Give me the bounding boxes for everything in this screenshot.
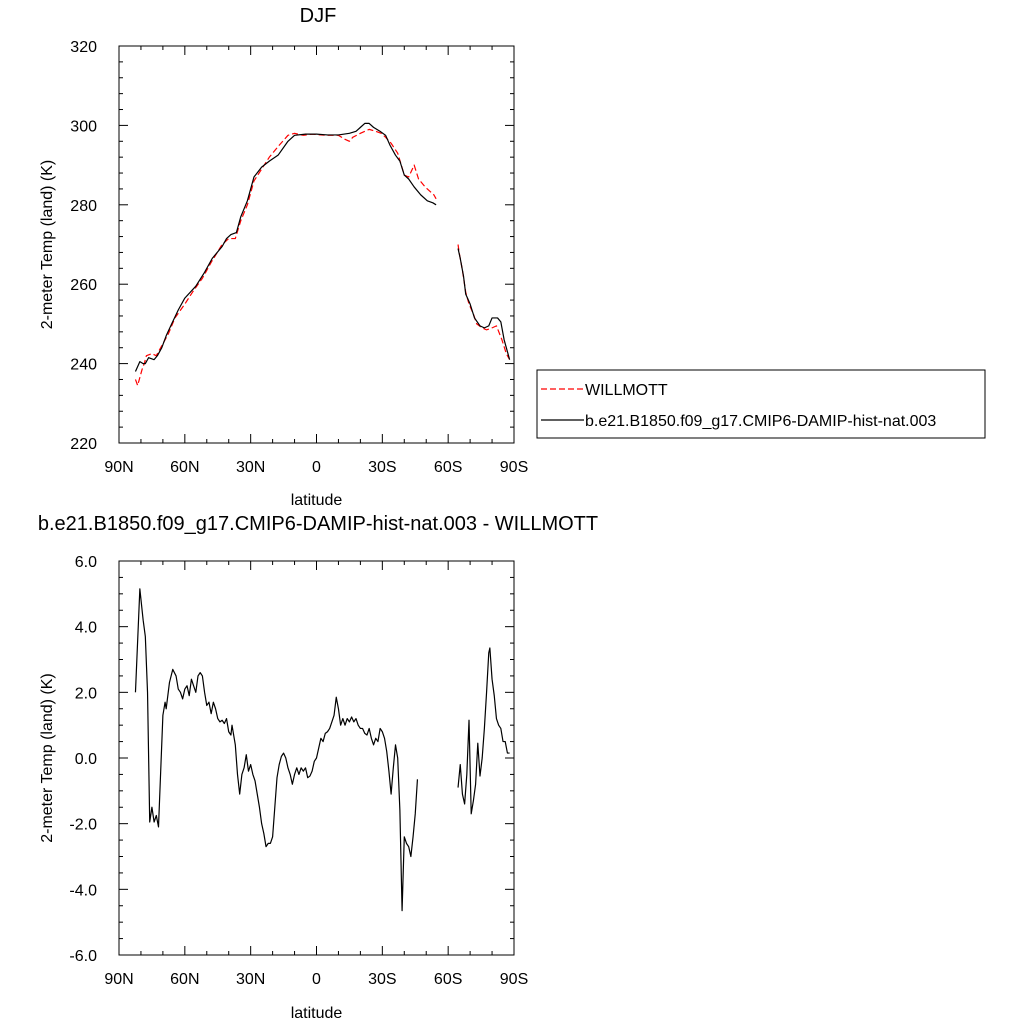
y-tick-label: -2.0 (69, 817, 97, 834)
x-tick-label: 90S (500, 971, 528, 988)
x-tick-label: 60S (434, 971, 462, 988)
plot-area: 90N 60N 30N 0 30S 60S 90S -6.0 -4.0 -2.0 0.0 2.0 4.0… (69, 554, 528, 988)
y-tick-label: -4.0 (69, 882, 97, 899)
top-chart: DJF 90N 60N 30N 0 30S 60S 90S 220 240 260 280 300 32… (39, 5, 528, 509)
x-tick-label: 0 (312, 971, 321, 988)
x-tick-label: 30S (368, 971, 396, 988)
chart-title: DJF (300, 5, 337, 27)
x-axis-label: latitude (291, 1005, 343, 1022)
series-line-willmott-segment-0 (134, 128, 437, 387)
y-tick-label: 6.0 (75, 554, 97, 571)
series-line-difference-segment-0 (134, 588, 419, 912)
legend-label-model: b.e21.B1850.f09_g17.CMIP6-DAMIP-hist-nat… (585, 413, 936, 430)
x-tick-label: 60N (170, 971, 199, 988)
series-line-b-segment-0 (134, 122, 437, 372)
x-tick-label: 90N (104, 459, 133, 476)
y-tick-label: 240 (70, 357, 97, 374)
plot-area: 90N 60N 30N 0 30S 60S 90S 220 240 260 280 300 320 (70, 39, 528, 476)
y-tick-label: 0.0 (75, 751, 97, 768)
x-tick-label: 30N (236, 459, 265, 476)
y-tick-label: 280 (70, 198, 97, 215)
plot-frame (118, 45, 515, 444)
x-tick-label: 90N (104, 971, 133, 988)
x-tick-label: 0 (312, 459, 321, 476)
y-tick-label: 2.0 (75, 685, 97, 702)
legend-box (536, 369, 986, 439)
y-tick-label: 220 (70, 436, 97, 453)
y-tick-label: 300 (70, 118, 97, 135)
y-axis-label: 2-meter Temp (land) (K) (39, 160, 56, 330)
x-tick-label: 30N (236, 971, 265, 988)
x-axis-label: latitude (291, 492, 343, 509)
y-axis-label: 2-meter Temp (land) (K) (39, 673, 56, 843)
y-tick-label: 320 (70, 39, 97, 56)
legend: WILLMOTT b.e21.B1850.f09_g17.CMIP6-DAMIP… (536, 369, 986, 439)
y-tick-label: -6.0 (69, 948, 97, 965)
y-tick-label: 4.0 (75, 620, 97, 637)
x-tick-label: 30S (368, 459, 396, 476)
series-line-willmott-segment-1 (457, 244, 511, 360)
x-tick-label: 90S (500, 459, 528, 476)
bottom-chart: b.e21.B1850.f09_g17.CMIP6-DAMIP-hist-nat… (38, 513, 598, 1022)
series-line-b-segment-1 (457, 248, 511, 360)
x-tick-label: 60S (434, 459, 462, 476)
y-tick-label: 260 (70, 277, 97, 294)
x-tick-label: 60N (170, 459, 199, 476)
legend-label-willmott: WILLMOTT (585, 382, 668, 399)
chart-title: b.e21.B1850.f09_g17.CMIP6-DAMIP-hist-nat… (38, 513, 598, 535)
series-line-difference-segment-1 (457, 647, 510, 815)
